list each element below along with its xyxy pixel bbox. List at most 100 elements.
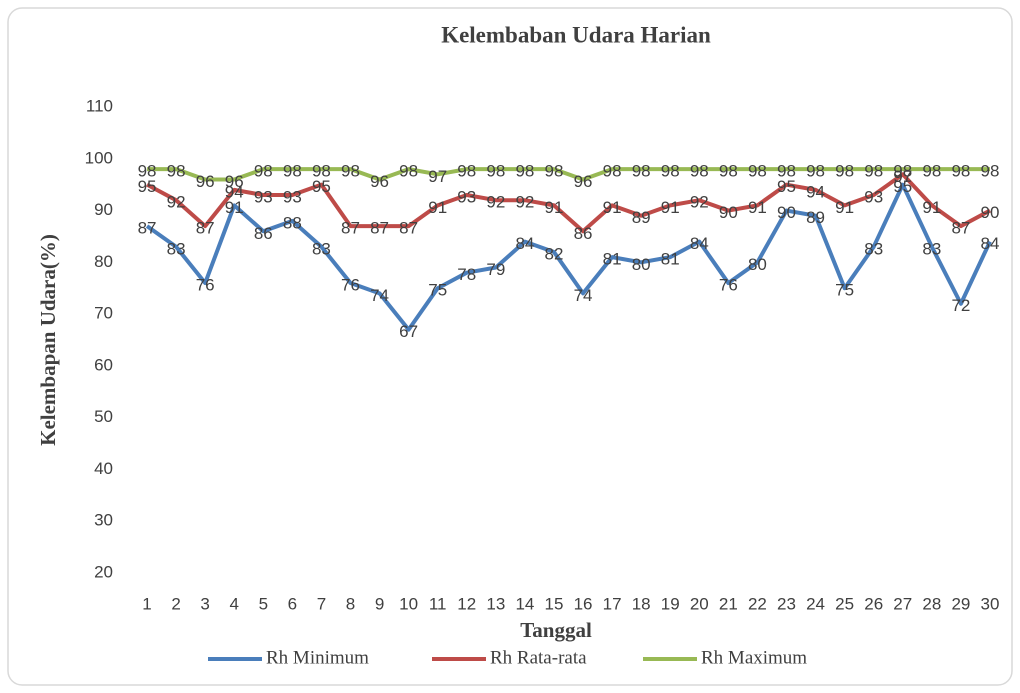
data-label: 91: [922, 198, 941, 217]
legend-label: Rh Rata-rata: [490, 647, 587, 668]
data-label: 98: [254, 162, 273, 181]
x-tick-label: 8: [346, 594, 355, 613]
data-label: 79: [486, 260, 505, 279]
x-tick-label: 16: [574, 594, 593, 613]
data-label: 87: [196, 219, 215, 238]
data-label: 95: [893, 177, 912, 196]
data-label: 89: [806, 208, 825, 227]
data-label: 75: [428, 281, 447, 300]
y-tick-label: 80: [94, 252, 113, 271]
data-label: 91: [428, 198, 447, 217]
x-tick-label: 12: [457, 594, 476, 613]
data-label: 82: [545, 244, 564, 263]
data-label: 86: [574, 224, 593, 243]
y-tick-label: 60: [94, 355, 113, 374]
data-label: 93: [457, 188, 476, 207]
x-tick-label: 15: [545, 594, 564, 613]
data-label: 98: [486, 162, 505, 181]
data-label: 86: [254, 224, 273, 243]
data-label: 90: [777, 203, 796, 222]
chart-title: Kelembaban Udara Harian: [441, 22, 711, 47]
series-line: [146, 172, 991, 234]
data-label: 98: [806, 162, 825, 181]
y-tick-label: 50: [94, 407, 113, 426]
x-tick-label: 4: [229, 594, 238, 613]
data-label: 98: [515, 162, 534, 181]
data-label: 95: [138, 177, 157, 196]
data-label: 76: [719, 276, 738, 295]
data-label: 76: [341, 276, 360, 295]
data-label: 91: [835, 198, 854, 217]
y-tick-label: 40: [94, 459, 113, 478]
data-label: 98: [893, 162, 912, 181]
data-label: 98: [545, 162, 564, 181]
data-label: 98: [835, 162, 854, 181]
data-label: 95: [312, 177, 331, 196]
data-label: 67: [399, 322, 418, 341]
data-label: 98: [777, 162, 796, 181]
data-label: 98: [138, 162, 157, 181]
x-tick-label: 22: [748, 594, 767, 613]
y-tick-label: 70: [94, 304, 113, 323]
legend-label: Rh Maximum: [701, 647, 807, 668]
data-label: 93: [864, 188, 883, 207]
data-label: 98: [864, 162, 883, 181]
x-tick-label: 1: [142, 594, 151, 613]
data-label: 89: [632, 208, 651, 227]
data-label: 98: [632, 162, 651, 181]
data-label: 98: [457, 162, 476, 181]
data-label: 83: [864, 239, 883, 258]
x-tick-label: 2: [171, 594, 180, 613]
x-tick-label: 9: [375, 594, 384, 613]
data-label: 91: [225, 198, 244, 217]
data-label: 76: [196, 276, 215, 295]
y-tick-label: 90: [94, 200, 113, 219]
data-label: 94: [806, 182, 825, 201]
data-label: 90: [719, 203, 738, 222]
chart-border: [7, 7, 1013, 686]
data-label: 90: [981, 203, 1000, 222]
data-label: 92: [167, 193, 186, 212]
data-label: 92: [690, 193, 709, 212]
x-axis-label: Tanggal: [520, 618, 592, 642]
data-label: 80: [748, 255, 767, 274]
data-label: 87: [399, 219, 418, 238]
data-label: 83: [922, 239, 941, 258]
data-label: 91: [748, 198, 767, 217]
data-label: 84: [981, 234, 1000, 253]
data-label: 98: [283, 162, 302, 181]
x-tick-label: 25: [835, 594, 854, 613]
data-label: 84: [690, 234, 709, 253]
data-label: 88: [283, 213, 302, 232]
data-label: 83: [167, 239, 186, 258]
x-tick-label: 6: [288, 594, 297, 613]
data-label: 87: [341, 219, 360, 238]
y-axis-label: Kelembapan Udara(%): [36, 234, 60, 446]
data-label: 92: [515, 193, 534, 212]
data-label: 80: [632, 255, 651, 274]
data-label: 78: [457, 265, 476, 284]
x-tick-label: 10: [399, 594, 418, 613]
data-label: 98: [748, 162, 767, 181]
data-label: 98: [981, 162, 1000, 181]
data-label: 84: [515, 234, 534, 253]
x-tick-label: 18: [632, 594, 651, 613]
x-tick-label: 23: [777, 594, 796, 613]
x-tick-label: 30: [981, 594, 1000, 613]
data-label: 92: [486, 193, 505, 212]
data-label: 83: [312, 239, 331, 258]
data-label: 96: [225, 172, 244, 191]
series-line: [145, 182, 992, 332]
y-tick-label: 110: [86, 96, 113, 115]
data-label: 91: [545, 198, 564, 217]
x-tick-label: 14: [515, 594, 534, 613]
data-label: 98: [719, 162, 738, 181]
data-label: 96: [574, 172, 593, 191]
x-tick-label: 27: [893, 594, 912, 613]
data-label: 98: [951, 162, 970, 181]
data-label: 91: [603, 198, 622, 217]
data-label: 98: [603, 162, 622, 181]
data-label: 74: [370, 286, 389, 305]
data-label: 94: [225, 182, 244, 201]
